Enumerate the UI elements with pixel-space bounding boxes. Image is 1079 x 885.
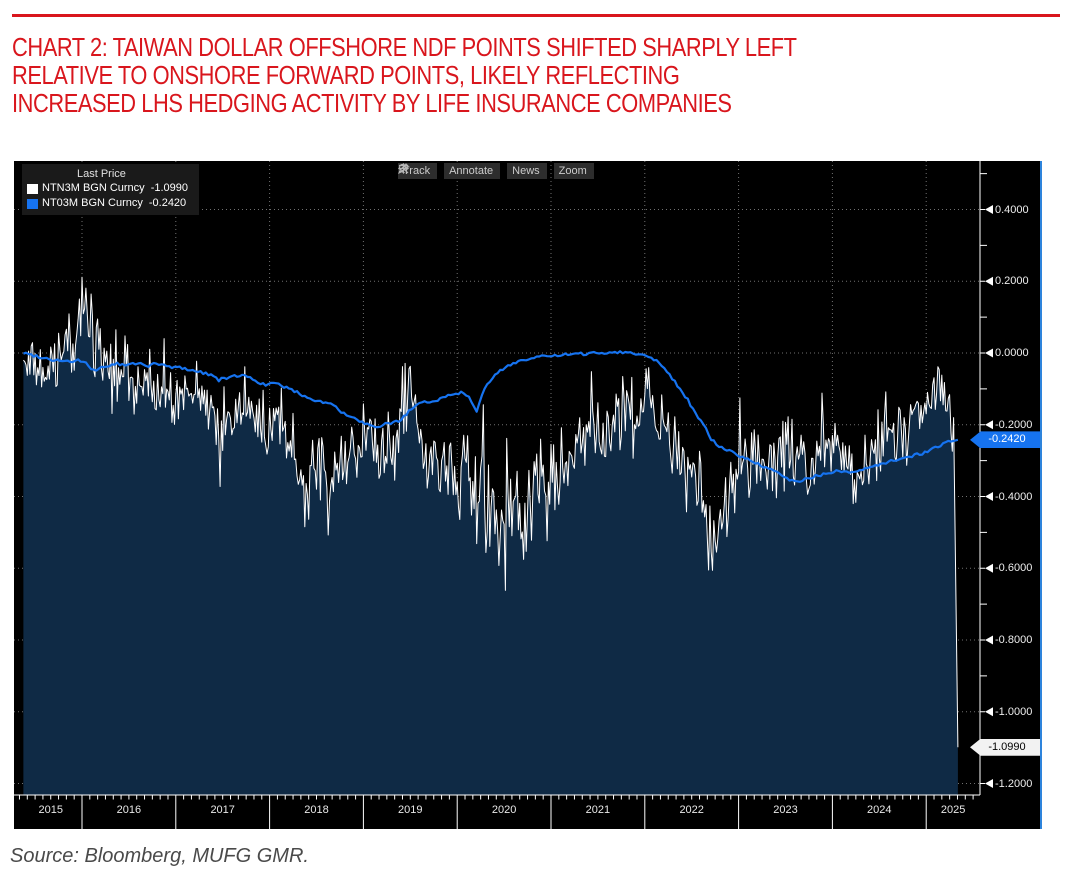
y-tick-arrow (985, 707, 993, 717)
x-axis-label: 2019 (398, 804, 423, 816)
nt03m-color-swatch (27, 198, 38, 209)
x-axis-label: 2024 (867, 804, 892, 816)
x-axis-label: 2017 (210, 804, 235, 816)
y-tick-arrow (985, 779, 993, 788)
news-button[interactable]: News (399, 163, 547, 179)
y-tick-arrow (985, 348, 993, 358)
y-axis-label: -0.6000 (995, 562, 1033, 575)
y-tick-arrow (985, 205, 993, 214)
news-button-label: News (512, 165, 540, 177)
y-axis-label: 0.2000 (995, 275, 1029, 288)
x-axis-label: 2018 (304, 804, 329, 816)
y-tick-arrow (985, 563, 993, 573)
legend-header: Last Price (77, 168, 126, 180)
y-axis-label: -0.2000 (995, 418, 1033, 431)
y-axis-label: 0.0000 (995, 347, 1029, 359)
legend-item-value: -0.2420 (148, 197, 187, 209)
legend-item-value: -1.0990 (150, 182, 188, 194)
y-tick-arrow (985, 420, 993, 430)
track-button-label: Track (403, 165, 431, 177)
y-tick-arrow (985, 276, 993, 286)
zoom-button[interactable]: Zoom (398, 163, 594, 179)
y-axis-label: -0.8000 (995, 634, 1033, 646)
bloomberg-chart-panel: Last Price NTN3M BGN Curncy -1.0990 NT03… (14, 161, 1042, 829)
header-rule (12, 14, 1060, 17)
x-axis-label: 2021 (585, 804, 611, 816)
x-axis-label: 2015 (38, 804, 63, 816)
y-tick-arrow (985, 492, 993, 501)
x-axis-label: 2016 (116, 804, 142, 816)
x-axis-label: 2025 (940, 804, 966, 816)
annotate-button-label: Annotate (449, 165, 494, 177)
x-axis-label: 2020 (491, 804, 517, 816)
page-title: CHART 2: TAIWAN DOLLAR OFFSHORE NDF POIN… (12, 32, 797, 118)
legend-item-nt03m[interactable]: NT03M BGN Curncy -0.2420 (27, 196, 195, 211)
zoom-button-label: Zoom (558, 165, 587, 177)
y-axis-label: -1.0000 (995, 705, 1033, 718)
x-axis-label: 2023 (773, 804, 798, 816)
magnifier-icon (398, 163, 409, 174)
chart-toolbar: Track Annotate News Zoom (398, 163, 594, 179)
y-axis-label: 0.4000 (995, 203, 1029, 216)
legend-item-ntn3m[interactable]: NTN3M BGN Curncy -1.0990 (27, 181, 195, 196)
x-axis-label: 2022 (679, 804, 704, 816)
last-price-tag-nt03m: -0.2420 (970, 431, 1040, 449)
annotate-button[interactable]: Annotate (398, 163, 501, 179)
y-tick-arrow (985, 635, 993, 645)
legend-item-label: NT03M BGN Curncy (42, 197, 143, 209)
last-price-tag-ntn3m: -1.0990 (970, 738, 1040, 756)
chart-plot-area[interactable] (14, 161, 1040, 829)
chart-legend: Last Price NTN3M BGN Curncy -1.0990 NT03… (22, 164, 199, 215)
ntn3m-color-swatch (27, 183, 38, 194)
source-attribution: Source: Bloomberg, MUFG GMR. (10, 845, 309, 867)
y-axis-label: -1.2000 (995, 777, 1033, 790)
nt03m-series-line (23, 350, 959, 483)
legend-item-label: NTN3M BGN Curncy (42, 182, 145, 194)
y-axis-label: -0.4000 (995, 490, 1033, 503)
ntn3m-series-line (23, 276, 959, 748)
